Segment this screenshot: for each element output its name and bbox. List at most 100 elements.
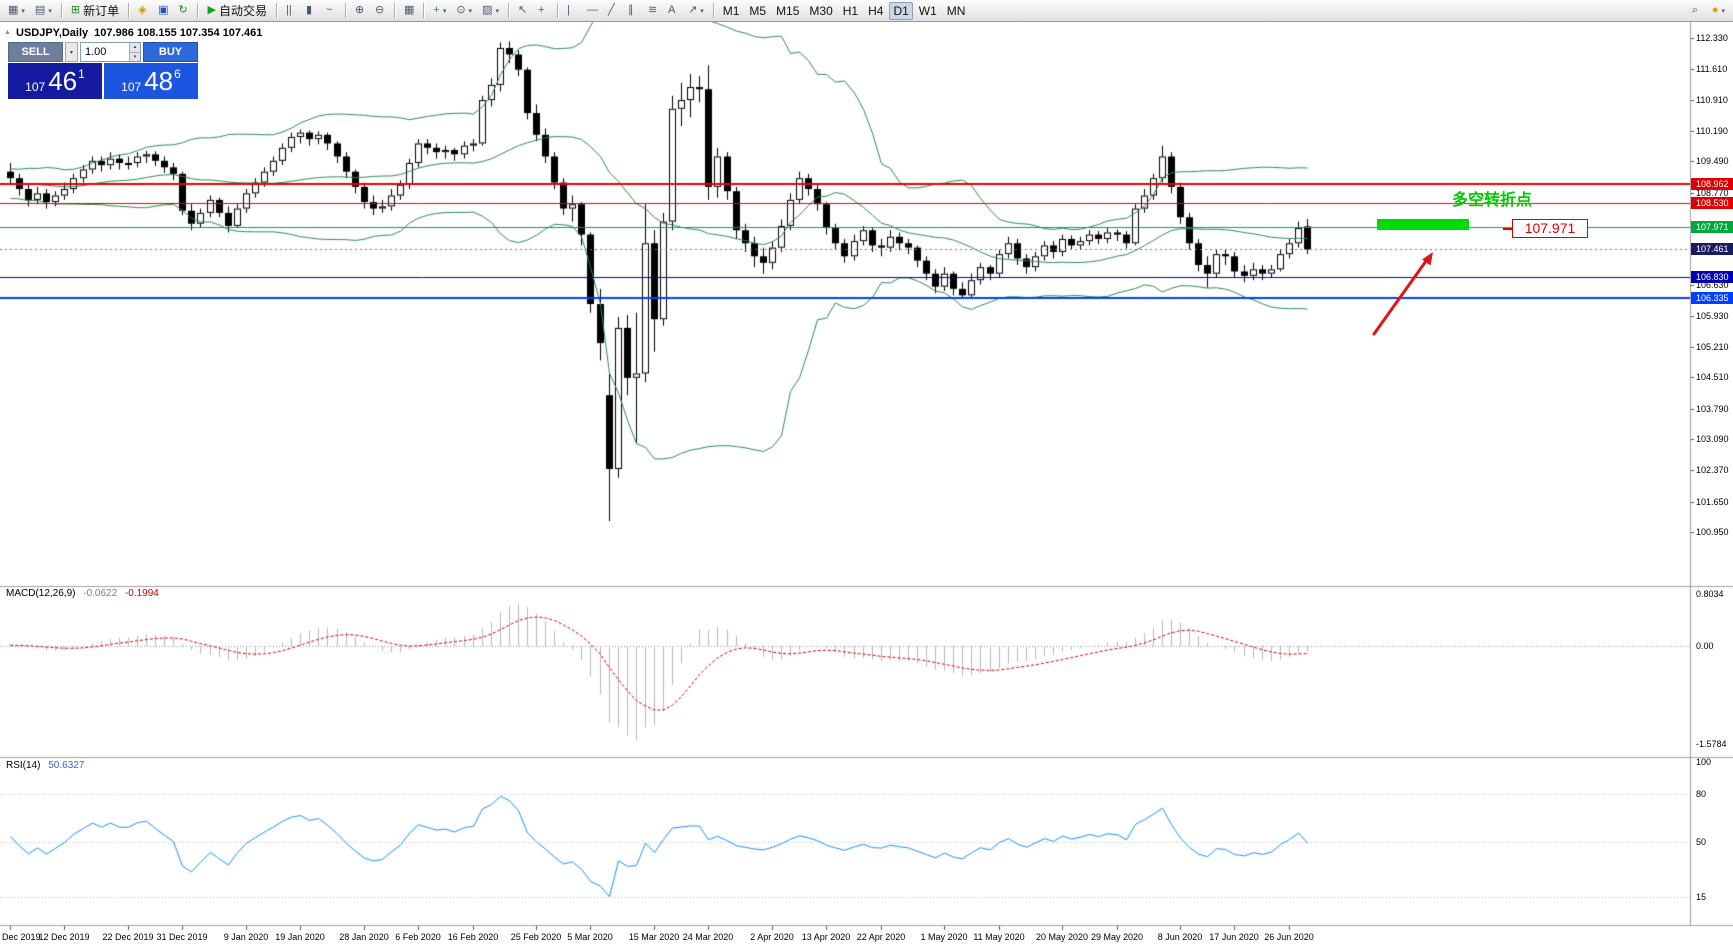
templates-icon: ▨ <box>482 4 493 16</box>
date-axis-label: 28 Jan 2020 <box>339 932 389 942</box>
timeframe-m30-button[interactable]: M30 <box>805 2 836 20</box>
trendline-icon: ╱ <box>607 4 615 16</box>
new-order-button[interactable]: ⊞ 新订单 <box>67 2 123 20</box>
volume-input[interactable] <box>81 43 140 61</box>
data-window-button[interactable]: ▣ <box>154 2 172 20</box>
buy-button[interactable]: BUY <box>143 42 198 62</box>
turning-point-annotation[interactable]: 多空转折点 <box>1452 192 1533 209</box>
date-axis[interactable]: Dec 2019 12 Dec 2019 22 Dec 2019 31 Dec 201… <box>0 925 1690 946</box>
volume-spinner: ▴ ▾ <box>129 43 140 61</box>
date-axis-label: 15 Mar 2020 <box>628 932 680 942</box>
price-scale-tick: 109.490 <box>1696 156 1729 167</box>
macd-scale-tick: 0.8034 <box>1696 589 1724 599</box>
toolbar-separator <box>60 3 62 18</box>
zoom-in-button[interactable]: ⊕ <box>351 2 369 20</box>
macd-scale-tick: 0.00 <box>1696 641 1714 651</box>
price-scale-tick: 103.790 <box>1696 403 1729 414</box>
date-axis-label: 8 Jun 2020 <box>1157 932 1203 942</box>
market-watch-button[interactable]: ◈ <box>134 2 152 20</box>
periods-button[interactable]: ⊙ ▾ <box>452 2 476 20</box>
timeframe-m1-button-label: M1 <box>722 3 740 18</box>
trade-options-dropdown[interactable]: ▾ <box>65 42 78 62</box>
timeframe-m15-button-label: M15 <box>776 3 800 18</box>
timeframe-h1-button[interactable]: H1 <box>839 2 862 20</box>
date-axis-label: 25 Feb 2020 <box>510 932 562 942</box>
indicators-button[interactable]: + ▾ <box>429 2 450 20</box>
timeframe-w1-button[interactable]: W1 <box>915 2 941 20</box>
price-scale-tick: 110.910 <box>1696 94 1728 105</box>
buy-price-button[interactable]: 107 48 6 <box>104 63 198 99</box>
zoom-out-button[interactable]: ⊖ <box>371 2 389 20</box>
sell-price-button[interactable]: 107 46 1 <box>8 63 102 99</box>
rsi-scale-tick: 50 <box>1696 836 1707 847</box>
timeframe-m15-button[interactable]: M15 <box>772 2 803 20</box>
horizontal-line-button[interactable]: — <box>583 2 602 20</box>
community-button[interactable]: ● ▾ <box>1708 2 1729 20</box>
toolbar-left: ▦ ▾ ▤ ▾ ⊞ 新订单 ◈ ▣ ↻ ▶ 自动交易 || ▮ ~ ⊕ ⊖ ▦ + ▾ ⊙ ▾ ▨ ▾ ↖ + | — ╱ ∥ ≋ A ↗ ▾ M… <box>3 0 1687 21</box>
arrows-button[interactable]: ↗ ▾ <box>684 2 708 20</box>
zoom-out-icon: ⊖ <box>374 4 385 16</box>
price-scale[interactable]: 112.330 111.610 110.910 110.190 109.490 108.7… <box>1690 22 1733 925</box>
toolbar-separator <box>344 3 346 18</box>
tile-windows-button[interactable]: ▦ <box>400 2 418 20</box>
toolbar-separator <box>197 3 199 18</box>
text-button[interactable]: A <box>664 2 682 20</box>
horizontal-line-icon: — <box>586 4 598 16</box>
cursor-button[interactable]: ↖ <box>514 2 532 20</box>
timeframe-m5-button[interactable]: M5 <box>745 2 770 20</box>
buy-price-big: 48 <box>144 66 174 96</box>
new-chart-button[interactable]: ▦ ▾ <box>4 2 29 20</box>
toolbar-right: ⌕ ● ▾ <box>1687 0 1730 21</box>
timeframe-d1-button[interactable]: D1 <box>889 1 913 20</box>
price-scale-tick: 106.630 <box>1696 280 1729 291</box>
volume-increase-button[interactable]: ▴ <box>129 43 140 53</box>
price-callout-label[interactable]: 107.971 <box>1503 219 1588 238</box>
date-axis-label: 1 May 2020 <box>920 932 968 942</box>
profiles-icon: ▤ <box>34 4 46 16</box>
tile-windows-icon: ▦ <box>403 4 415 16</box>
date-axis-label: 26 Jun 2020 <box>1264 932 1314 942</box>
profiles-button[interactable]: ▤ ▾ <box>31 2 56 20</box>
chevron-down-icon: ▾ <box>1721 7 1725 15</box>
timeframe-mn-button-label: MN <box>946 3 966 18</box>
sell-button[interactable]: SELL <box>8 42 63 62</box>
timeframe-mn-button[interactable]: MN <box>943 2 970 20</box>
line-chart-button[interactable]: ~ <box>322 2 340 20</box>
toolbar-separator <box>423 3 425 18</box>
price-scale-tick: 104.510 <box>1696 372 1729 383</box>
trade-panel-controls: SELL ▾ ▴ ▾ BUY <box>8 42 198 62</box>
volume-decrease-button[interactable]: ▾ <box>129 52 140 61</box>
timeframe-m1-button[interactable]: M1 <box>719 2 744 20</box>
chevron-down-icon: ▾ <box>700 7 704 15</box>
fibonacci-button[interactable]: ≋ <box>644 2 662 20</box>
vertical-line-button[interactable]: | <box>563 2 581 20</box>
toolbar: ▦ ▾ ▤ ▾ ⊞ 新订单 ◈ ▣ ↻ ▶ 自动交易 || ▮ ~ ⊕ ⊖ ▦ + ▾ ⊙ ▾ ▨ ▾ ↖ + | — ╱ ∥ ≋ A ↗ ▾ M… <box>0 0 1733 22</box>
search-button[interactable]: ⌕ <box>1688 2 1706 20</box>
bar-chart-button[interactable]: || <box>282 2 300 20</box>
price-chart-canvas[interactable] <box>0 22 1733 946</box>
date-axis-label: 16 Feb 2020 <box>447 932 499 942</box>
chevron-down-icon: ▾ <box>468 7 473 15</box>
date-axis-label: 12 Dec 2019 <box>38 932 90 942</box>
resistance-zone-rectangle[interactable] <box>1377 219 1469 230</box>
timeframe-m5-button-label: M5 <box>749 3 767 18</box>
autotrading-button-label: 自动交易 <box>218 4 267 18</box>
timeframe-h4-button[interactable]: H4 <box>864 2 887 20</box>
candlestick-chart-button[interactable]: ▮ <box>302 2 320 20</box>
channel-button[interactable]: ∥ <box>624 2 642 20</box>
trend-arrow[interactable] <box>1360 242 1450 347</box>
autotrading-button[interactable]: ▶ 自动交易 <box>203 2 270 20</box>
date-axis-label: 20 May 2020 <box>1035 932 1089 942</box>
crosshair-button[interactable]: + <box>534 2 552 20</box>
price-scale-tick: 112.330 <box>1696 33 1728 43</box>
trendline-button[interactable]: ╱ <box>604 2 622 20</box>
vertical-line-icon: | <box>566 4 570 16</box>
fibonacci-icon: ≋ <box>647 4 658 16</box>
templates-button[interactable]: ▨ ▾ <box>478 2 503 20</box>
chart-window: ▲ USDJPY,Daily 107.986 108.155 107.354 107… <box>0 22 1733 946</box>
date-axis-label: 22 Dec 2019 <box>102 932 154 942</box>
new-chart-icon: ▦ <box>8 4 19 16</box>
one-click-collapse-icon[interactable]: ▲ <box>4 29 11 36</box>
chevron-down-icon: ▾ <box>442 7 447 15</box>
refresh-button[interactable]: ↻ <box>174 2 192 20</box>
